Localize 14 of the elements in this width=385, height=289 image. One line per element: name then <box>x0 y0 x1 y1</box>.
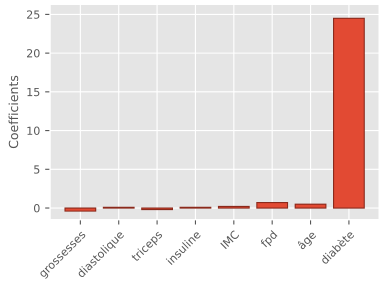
y-tick-label: 20 <box>27 49 40 58</box>
x-tick-label: fpd <box>260 230 280 250</box>
bar <box>294 204 326 209</box>
y-axis-title: Coefficients <box>8 76 18 148</box>
bar <box>256 202 288 209</box>
x-tick-label: âge <box>296 230 318 252</box>
x-tick-label: IMC <box>220 230 240 250</box>
bar <box>333 18 365 209</box>
y-tick-label: 5 <box>34 165 40 174</box>
y-tick-label: 10 <box>27 126 40 135</box>
y-tick-label: 0 <box>34 204 40 212</box>
y-tick-label: 15 <box>27 88 40 96</box>
y-tick-label: 25 <box>27 10 40 19</box>
bar <box>64 207 96 212</box>
